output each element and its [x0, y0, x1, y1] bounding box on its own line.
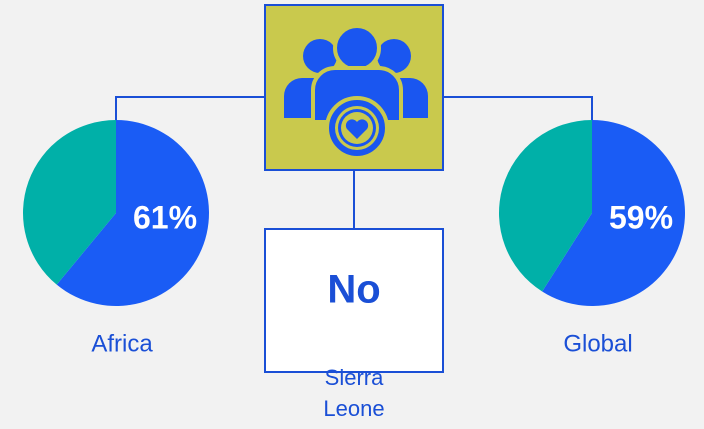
- pie-slice: [542, 120, 685, 306]
- slice-label: 61%: [133, 199, 197, 235]
- connectors: [115, 96, 593, 229]
- country-label: Sierra: [325, 365, 384, 390]
- pie-title: Africa: [91, 330, 153, 357]
- country-label: Leone: [323, 396, 384, 421]
- pie-slice: [22, 120, 117, 285]
- connector-right: [443, 96, 593, 120]
- slice-label: 59%: [609, 199, 673, 235]
- connector-left: [115, 96, 265, 120]
- people-heart-icon: [284, 24, 428, 160]
- pie-slice: [498, 120, 592, 292]
- answer-box: [264, 228, 444, 373]
- answer-value: No: [327, 268, 380, 312]
- pie-title: Global: [563, 330, 632, 357]
- pie-slice: [56, 120, 209, 306]
